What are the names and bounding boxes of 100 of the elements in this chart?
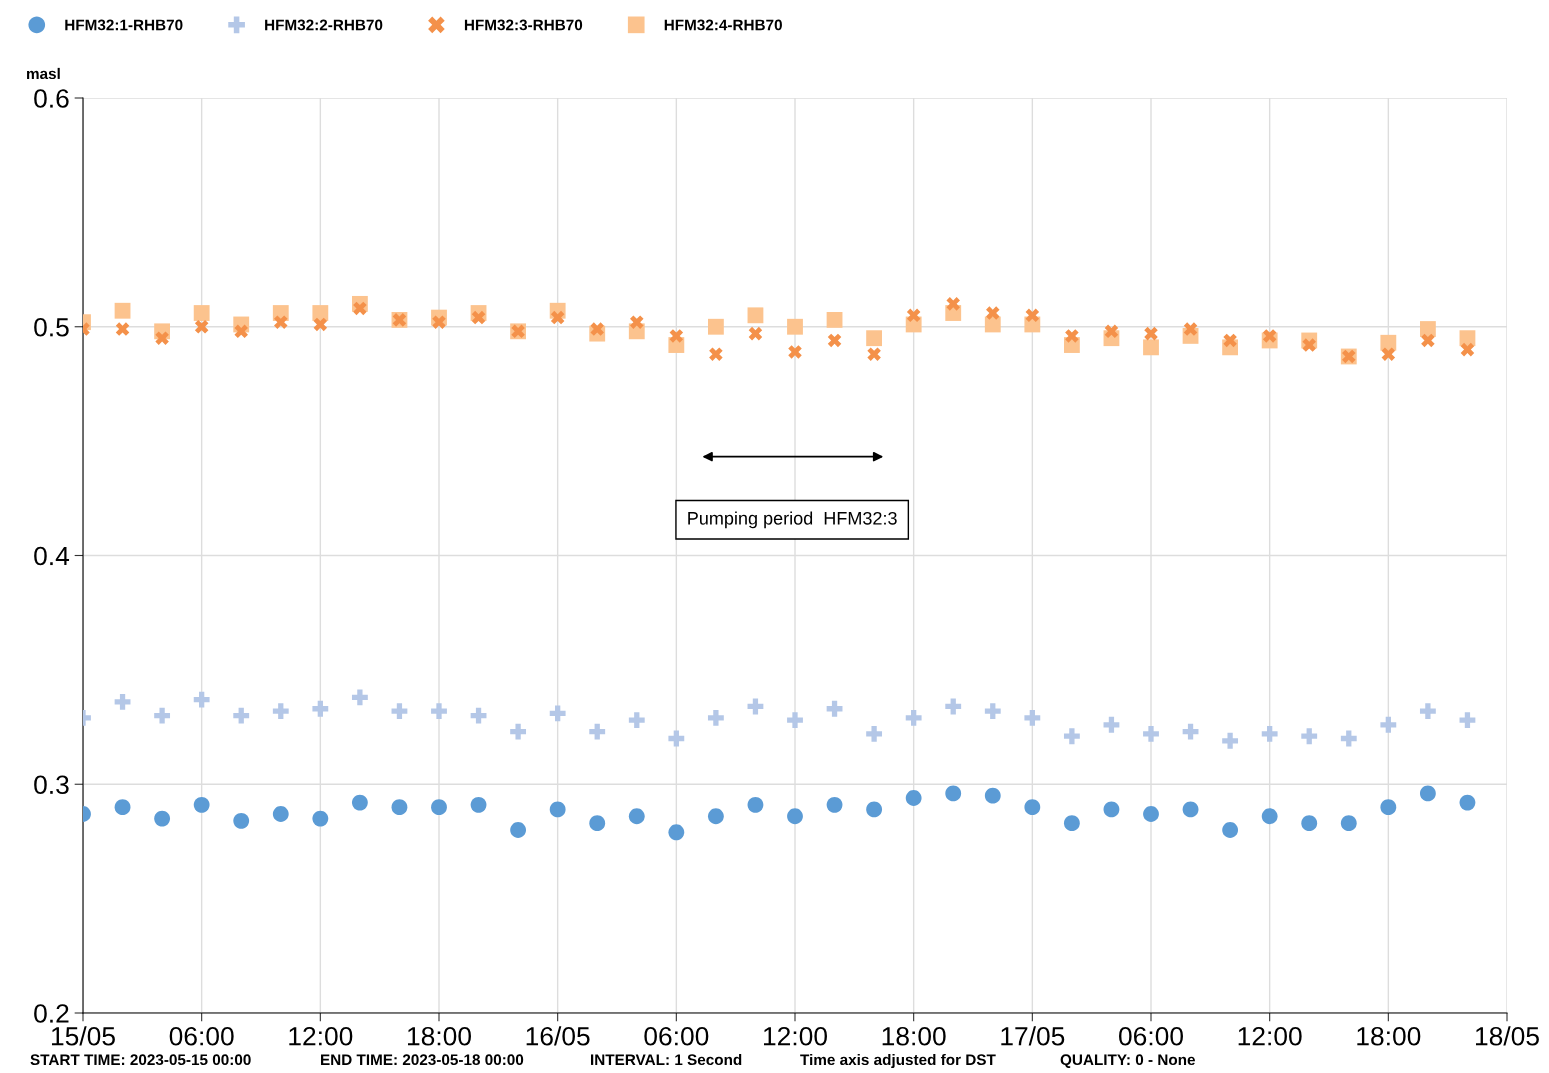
point (1302, 338, 1316, 352)
point (193, 691, 210, 708)
point (1340, 815, 1357, 832)
point (114, 302, 131, 319)
point (194, 319, 209, 334)
point (1103, 801, 1120, 818)
point (1419, 785, 1436, 802)
point (826, 796, 843, 813)
point (906, 308, 921, 323)
point (669, 329, 684, 343)
text: INTERVAL: 1 Second (591, 1053, 742, 1066)
point (1143, 726, 1159, 742)
point (1143, 806, 1159, 822)
point (589, 723, 606, 740)
point (946, 297, 960, 311)
point (628, 808, 645, 825)
point (1143, 339, 1159, 356)
point (905, 709, 922, 726)
legend-label: HFM32:4-RHB70 (664, 19, 782, 31)
text: Time axis adjusted for DST (800, 1053, 996, 1069)
point (1262, 329, 1277, 343)
point (748, 326, 763, 341)
x-tick-label: 18/05 (1476, 1026, 1539, 1046)
point (510, 723, 527, 740)
point (312, 810, 329, 827)
point (313, 317, 328, 332)
y-tick-label: 0.2 (34, 1004, 69, 1023)
point (866, 801, 883, 818)
point (1103, 716, 1120, 733)
point (590, 322, 604, 336)
y-tick-label: 0.5 (34, 317, 69, 337)
point (1025, 308, 1040, 323)
point (1223, 333, 1237, 348)
point (510, 822, 527, 838)
point (1460, 342, 1475, 357)
point (945, 698, 962, 715)
legend-label: HFM32:2-RHB70 (265, 19, 383, 31)
point (1024, 709, 1041, 726)
x-tick-label: 16/05 (526, 1026, 590, 1046)
point (668, 824, 685, 841)
point (114, 693, 131, 710)
point (312, 700, 329, 717)
point (154, 810, 171, 827)
text: START TIME: 2023-05-15 00:00 (30, 1054, 251, 1066)
y-tick-label: 0.6 (34, 89, 69, 108)
point (1182, 801, 1199, 818)
point (1065, 329, 1079, 343)
point (986, 306, 1000, 320)
point (905, 790, 922, 806)
point (1380, 334, 1397, 351)
point (984, 787, 1001, 804)
y-axis-title: masl (27, 67, 60, 80)
point (866, 330, 883, 347)
point (1301, 728, 1318, 745)
point (945, 785, 962, 802)
point (471, 310, 486, 325)
x-tick-label: 18:00 (408, 1026, 471, 1046)
point (1182, 723, 1199, 740)
point (193, 796, 210, 813)
point (747, 796, 764, 813)
y-tick-label: 0.4 (34, 546, 70, 566)
point (589, 815, 606, 832)
point (1261, 808, 1278, 825)
point (274, 315, 288, 329)
point (312, 305, 329, 321)
point (867, 347, 881, 361)
point (707, 318, 724, 335)
point (984, 316, 1001, 333)
point (1380, 716, 1397, 733)
point (787, 712, 803, 729)
x-tick-label: 18:00 (1357, 1026, 1421, 1046)
point (1459, 712, 1476, 729)
point (431, 703, 447, 719)
point (470, 796, 487, 813)
point (1340, 730, 1357, 747)
point (114, 799, 131, 816)
point (234, 324, 248, 339)
text: END TIME: 2023-05-18 00:00 (321, 1054, 524, 1066)
point (549, 705, 566, 722)
point (1380, 799, 1397, 816)
point (707, 709, 724, 726)
point (984, 703, 1001, 719)
legend-label: HFM32:1-RHB70 (65, 19, 183, 31)
point (549, 801, 566, 818)
point (787, 318, 803, 335)
point (155, 331, 169, 345)
x-tick-label: 06:00 (1119, 1026, 1183, 1046)
point (431, 799, 447, 816)
point (788, 345, 802, 359)
point (1063, 728, 1080, 745)
point (1381, 347, 1396, 361)
x-tick-label: 15/05 (52, 1026, 115, 1046)
point (233, 812, 250, 829)
point (747, 307, 764, 324)
point (707, 808, 724, 825)
point (272, 703, 289, 719)
point (1419, 703, 1436, 719)
x-tick-label: 18:00 (882, 1026, 946, 1046)
text: QUALITY: 0 - None (1060, 1054, 1195, 1068)
point (1222, 822, 1239, 838)
